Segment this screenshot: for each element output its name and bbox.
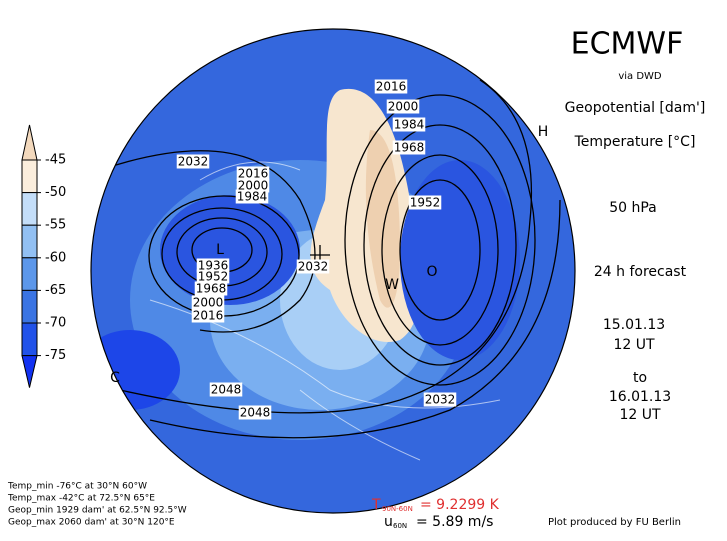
stat-line: Temp_min -76°C at 30°N 60°W (7, 482, 147, 492)
field: Geopotential [dam'] (565, 100, 706, 116)
colorbar-segment (21, 289, 38, 324)
contour-label: 1984 (237, 190, 268, 204)
valid-date: 16.01.13 (609, 389, 671, 405)
label-box (235, 189, 269, 204)
label-box (386, 99, 420, 114)
contour-label: 1952 (198, 270, 229, 284)
label-box (392, 117, 426, 132)
contour-label: 2016 (376, 80, 407, 94)
u-sub: 60N (393, 522, 407, 530)
colorbar-segment (21, 159, 38, 194)
colorbar-segment (21, 322, 38, 357)
label-box (236, 178, 270, 193)
colorbar-tick-label: -45 (45, 153, 66, 168)
colorbar-segment (21, 224, 38, 259)
contour-label: 2000 (388, 100, 419, 114)
contour-label: 1952 (410, 196, 441, 210)
colorbar-tick-label: -65 (45, 283, 66, 298)
colorbar-segment (21, 192, 38, 226)
u-value: = 5.89 m/s (416, 514, 493, 530)
forecast: 24 h forecast (594, 264, 687, 280)
contour-label: 1936 (198, 259, 229, 273)
u-symbol: u (384, 514, 393, 530)
colorbar-tick-label: -60 (45, 250, 66, 265)
label-box (191, 308, 225, 323)
label-box (196, 258, 230, 273)
colorbar-tick-label: -75 (45, 348, 66, 363)
init-time: 12 UT (613, 337, 655, 353)
marker: O (426, 264, 437, 280)
label-box (374, 79, 408, 94)
warm-marker: W (385, 277, 399, 293)
contour-label: 2016 (238, 167, 269, 181)
title: ECMWF (571, 27, 684, 62)
contour-label: 1984 (394, 118, 425, 132)
label-box (392, 140, 426, 155)
label-box (423, 392, 457, 407)
contour-label: 1968 (196, 282, 227, 296)
colorbar-tick-label: -50 (45, 185, 66, 200)
contour-label: 2032 (298, 260, 329, 274)
contour-label: 1968 (394, 141, 425, 155)
colorbar-tick-label: -55 (45, 218, 66, 233)
colorbar-arrow (21, 355, 38, 388)
field: Temperature [°C] (574, 134, 696, 150)
contour-label: 2016 (193, 309, 224, 323)
high-marker: H (538, 124, 549, 140)
label-box (238, 405, 272, 420)
contour-label: 2000 (238, 179, 269, 193)
map-border (90, 28, 576, 514)
stat-line: Temp_max -42°C at 72.5°N 65°E (7, 494, 155, 504)
colorbar-tick-label: -70 (45, 316, 66, 331)
cold-marker: C (110, 370, 120, 386)
colorbar: -45 -50 -55 -60 -65 -70 -75 (21, 124, 66, 388)
contour-label: 2032 (425, 393, 456, 407)
label-box (209, 382, 243, 397)
label-box (296, 259, 330, 274)
label-box (236, 166, 270, 181)
credit: Plot produced by FU Berlin (548, 517, 681, 528)
contour-label: 2048 (211, 383, 242, 397)
low-marker: L (216, 242, 224, 258)
label-box (191, 295, 225, 310)
footer: T 90N-60N = 9.2299 K u 60N = 5.89 m/s Pl… (371, 497, 681, 530)
contour-label: 2048 (240, 406, 271, 420)
stat-line: Geop_max 2060 dam' at 30°N 120°E (8, 518, 175, 528)
stat-line: Geop_min 1929 dam' at 62.5°N 92.5°W (8, 506, 187, 516)
valid-time: 12 UT (619, 407, 661, 423)
t-sub: 90N-60N (382, 505, 413, 513)
t-symbol: T (371, 497, 381, 513)
to: to (633, 370, 647, 386)
label-box (408, 195, 442, 210)
side-panel: ECMWF via DWD Geopotential [dam'] Temper… (565, 27, 706, 424)
colorbar-arrow (21, 124, 38, 161)
map: 2016 2000 1984 1968 1952 2032 2016 2000 … (90, 28, 576, 514)
contour-label: 2032 (178, 155, 209, 169)
level: 50 hPa (609, 200, 657, 216)
label-box (194, 281, 228, 296)
t-value: = 9.2299 K (420, 497, 500, 513)
init-date: 15.01.13 (603, 317, 665, 333)
stats: Temp_min -76°C at 30°N 60°W Temp_max -42… (7, 482, 187, 528)
label-box (196, 269, 230, 284)
label-box (176, 154, 210, 169)
contour-label: 2000 (193, 296, 224, 310)
source: via DWD (618, 71, 662, 82)
colorbar-segment (21, 257, 38, 291)
